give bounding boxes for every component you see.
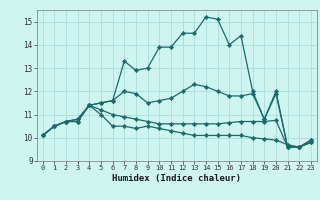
X-axis label: Humidex (Indice chaleur): Humidex (Indice chaleur) bbox=[112, 174, 241, 183]
